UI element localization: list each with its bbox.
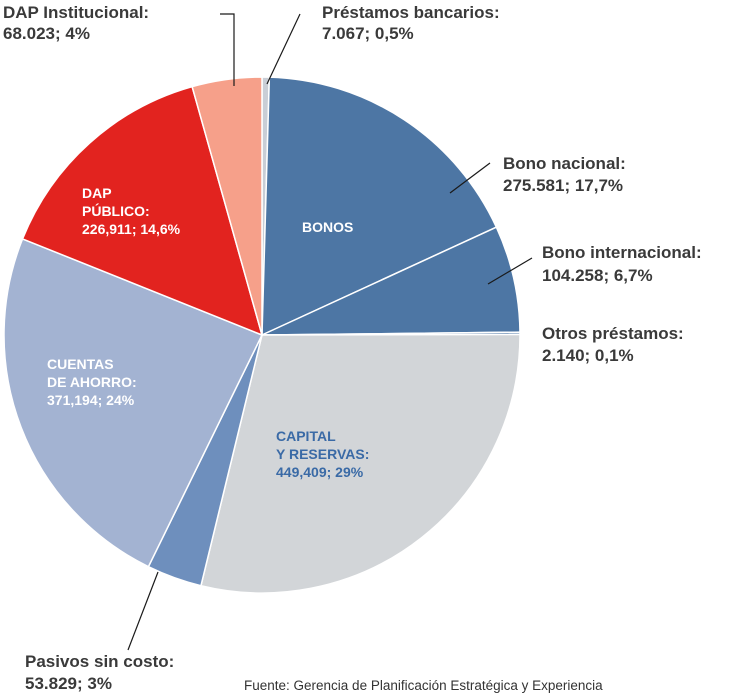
label-pasivos-value: 53.829; 3% (25, 674, 112, 693)
leader-lines (127, 13, 533, 651)
pie-slices (3, 76, 521, 594)
leader-prestamos (266, 13, 301, 85)
label-cuentas-line3: 371,194; 24% (47, 392, 135, 408)
pie-slice-bono-nacional (261, 76, 498, 337)
label-cuentas-line1: CUENTAS (47, 356, 114, 372)
pie-slice-capital-y-reservas (200, 333, 521, 594)
pie-slice-dap-publico (21, 85, 264, 337)
leader-bono-internacional (487, 257, 533, 285)
pie-slice-dap-institucional (191, 76, 263, 336)
source-note: Fuente: Gerencia de Planificación Estrat… (244, 678, 603, 693)
label-dap-publico-line3: 226,911; 14,6% (82, 221, 181, 237)
label-bono-internacional-name: Bono internacional: (542, 243, 702, 262)
label-otros-prestamos-value: 2.140; 0,1% (542, 346, 634, 365)
label-bono-internacional-value: 104.258; 6,7% (542, 266, 653, 285)
pie-slice-bono-internacional (261, 226, 521, 336)
label-bono-nacional-name: Bono nacional: (503, 154, 626, 173)
label-otros-prestamos-name: Otros préstamos: (542, 324, 684, 343)
label-capital-line3: 449,409; 29% (276, 464, 364, 480)
pie-slice-cuentas-de-ahorro (3, 237, 264, 568)
label-dap-institucional-name: DAP Institucional: (3, 3, 149, 22)
leader-pasivos (127, 571, 159, 651)
label-capital-line2: Y RESERVAS: (276, 446, 369, 462)
label-prestamos-value: 7.067; 0,5% (322, 24, 414, 43)
label-dap-publico-line2: PÚBLICO: (82, 202, 150, 219)
leader-bono-nacional (449, 162, 491, 194)
label-prestamos-name: Préstamos bancarios: (322, 3, 500, 22)
label-cuentas-line2: DE AHORRO: (47, 374, 137, 390)
label-bono-nacional-value: 275.581; 17,7% (503, 176, 623, 195)
label-bonos: BONOS (302, 219, 353, 235)
label-pasivos-name: Pasivos sin costo: (25, 652, 174, 671)
label-capital-line1: CAPITAL (276, 428, 336, 444)
label-dap-publico-line1: DAP (82, 185, 112, 201)
leader-dap-institucional (220, 13, 235, 86)
label-dap-institucional-value: 68.023; 4% (3, 24, 90, 43)
